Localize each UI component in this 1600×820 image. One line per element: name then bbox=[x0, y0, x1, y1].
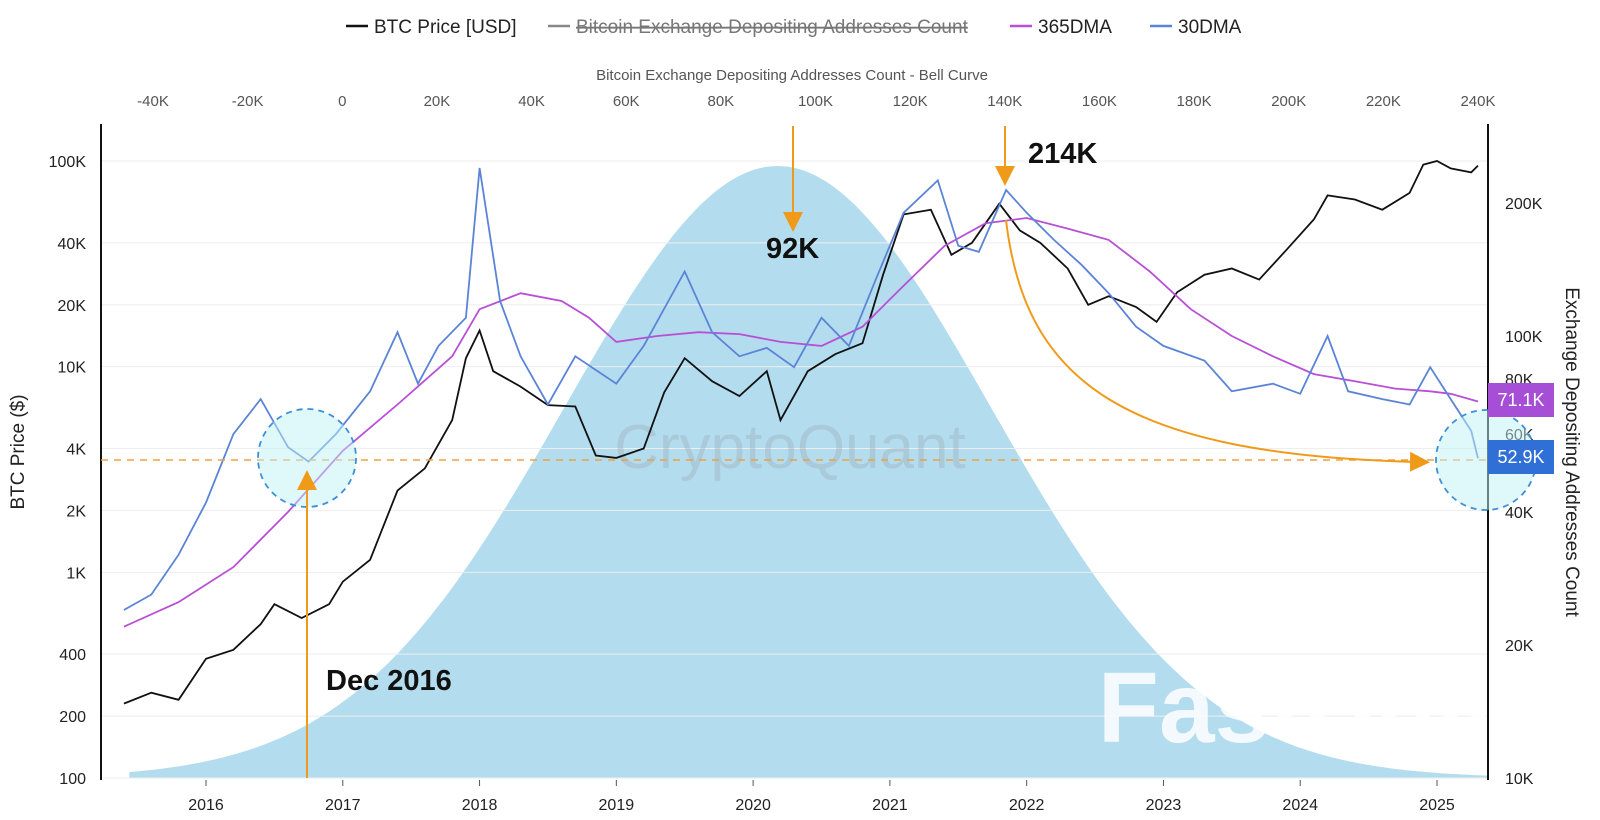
left-tick-label: 200 bbox=[59, 709, 86, 726]
right-axis-title: Exchange Depositing Addresses Count bbox=[1561, 287, 1582, 617]
bottom-tick-label: 2016 bbox=[188, 797, 224, 814]
left-tick-label: 4K bbox=[66, 442, 86, 459]
legend-btc-price[interactable]: BTC Price [USD] bbox=[374, 17, 517, 38]
bottom-tick-label: 2025 bbox=[1419, 797, 1455, 814]
top-tick-label: 240K bbox=[1460, 93, 1495, 110]
badge-30dma bbox=[1488, 440, 1554, 474]
left-tick-label: 40K bbox=[58, 236, 87, 253]
bottom-tick-label: 2017 bbox=[325, 797, 361, 814]
top-tick-label: -20K bbox=[232, 93, 264, 110]
right-tick-label: 10K bbox=[1505, 771, 1534, 788]
left-tick-label: 1K bbox=[66, 565, 86, 582]
right-tick-label: 100K bbox=[1505, 329, 1543, 346]
watermark-fastbull: FastBull bbox=[1098, 652, 1492, 764]
left-tick-label: 400 bbox=[59, 647, 86, 664]
badge-365dma-text: 71.1K bbox=[1497, 390, 1544, 410]
bottom-tick-label: 2019 bbox=[599, 797, 635, 814]
left-axis-title: BTC Price ($) bbox=[8, 394, 29, 509]
right-tick-label: 40K bbox=[1505, 505, 1534, 522]
top-tick-label: 20K bbox=[424, 93, 451, 110]
bottom-axis-ticks: 2016 2017 2018 2019 2020 2021 2022 2023 2024 2025 bbox=[188, 780, 1455, 814]
bottom-tick-label: 2020 bbox=[735, 797, 771, 814]
series-30dma bbox=[123, 167, 1479, 611]
top-tick-label: 140K bbox=[987, 93, 1022, 110]
left-axis-ticks: 100K 40K 20K 10K 4K 2K 1K 400 200 100 bbox=[49, 154, 87, 788]
top-tick-label: 40K bbox=[518, 93, 545, 110]
highlight-circle-2016 bbox=[257, 408, 357, 508]
series-365dma bbox=[123, 217, 1479, 628]
right-tick-label: 200K bbox=[1505, 196, 1543, 213]
badge-365dma bbox=[1488, 383, 1554, 417]
top-tick-label: 100K bbox=[798, 93, 833, 110]
bottom-tick-label: 2018 bbox=[462, 797, 498, 814]
top-axis-title: Bitcoin Exchange Depositing Addresses Co… bbox=[596, 67, 988, 84]
bottom-tick-label: 2022 bbox=[1009, 797, 1045, 814]
left-tick-label: 100 bbox=[59, 771, 86, 788]
bottom-tick-label: 2024 bbox=[1282, 797, 1318, 814]
top-tick-label: 120K bbox=[893, 93, 928, 110]
top-tick-label: -40K bbox=[137, 93, 169, 110]
top-tick-label: 80K bbox=[708, 93, 735, 110]
legend-30dma[interactable]: 30DMA bbox=[1178, 17, 1242, 38]
badge-30dma-text: 52.9K bbox=[1497, 447, 1544, 467]
arrow-curve-to-now bbox=[1005, 219, 1430, 472]
top-tick-label: 200K bbox=[1271, 93, 1306, 110]
left-tick-label: 20K bbox=[58, 298, 87, 315]
top-tick-label: 220K bbox=[1366, 93, 1401, 110]
top-tick-label: 60K bbox=[613, 93, 640, 110]
legend-addresses-count[interactable]: Bitcoin Exchange Depositing Addresses Co… bbox=[576, 17, 969, 38]
gridlines bbox=[101, 160, 1488, 779]
top-tick-label: 160K bbox=[1082, 93, 1117, 110]
top-tick-label: 0 bbox=[338, 93, 346, 110]
left-tick-label: 10K bbox=[58, 360, 87, 377]
annotation-214k: 214K bbox=[1028, 138, 1097, 170]
bottom-tick-label: 2023 bbox=[1146, 797, 1182, 814]
bell-curve-area bbox=[129, 166, 1488, 778]
left-tick-label: 100K bbox=[49, 154, 87, 171]
legend: BTC Price [USD] Bitcoin Exchange Deposit… bbox=[346, 17, 1242, 38]
annotation-92k: 92K bbox=[766, 233, 819, 265]
top-axis-ticks: -40K -20K 0 20K 40K 60K 80K 100K 120K 140K 160K 180… bbox=[137, 93, 1495, 110]
watermark-cryptoquant: CryptoQuant bbox=[614, 413, 966, 482]
right-tick-label: 20K bbox=[1505, 638, 1534, 655]
legend-365dma[interactable]: 365DMA bbox=[1038, 17, 1112, 38]
bottom-tick-label: 2021 bbox=[872, 797, 908, 814]
top-tick-label: 180K bbox=[1177, 93, 1212, 110]
annotation-dec-2016: Dec 2016 bbox=[326, 665, 452, 697]
series-btc-price bbox=[123, 160, 1479, 705]
left-tick-label: 2K bbox=[66, 503, 86, 520]
